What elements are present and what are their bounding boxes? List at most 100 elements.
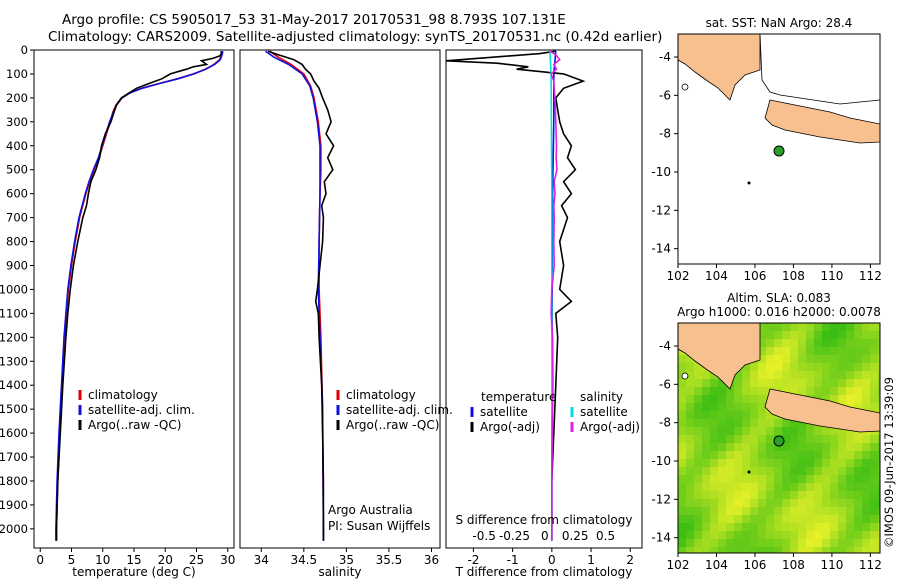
sla-heatmap-cell: [678, 499, 686, 507]
sla-heatmap-cell: [734, 443, 742, 451]
sla-heatmap-cell: [830, 499, 838, 507]
sla-heatmap-cell: [742, 363, 750, 371]
sla-heatmap-cell: [878, 547, 880, 553]
sla-heatmap-cell: [774, 507, 782, 515]
sla-heatmap-cell: [854, 395, 862, 403]
sst-map-x-tick-label: 108: [782, 269, 805, 283]
sla-heatmap-cell: [686, 443, 694, 451]
sla-heatmap-cell: [878, 371, 880, 379]
sla-heatmap-cell: [846, 347, 854, 355]
sla-heatmap-cell: [710, 395, 718, 403]
sla-heatmap-cell: [862, 395, 870, 403]
sla-heatmap-cell: [702, 475, 710, 483]
diff-s-tick-label: 0: [541, 529, 549, 543]
sla-heatmap-cell: [686, 379, 694, 387]
sla-heatmap-cell: [726, 411, 734, 419]
sla-heatmap-cell: [838, 539, 846, 547]
sla-heatmap-cell: [686, 419, 694, 427]
sla-heatmap-cell: [742, 427, 750, 435]
sla-heatmap-cell: [774, 427, 782, 435]
sla-heatmap-cell: [734, 499, 742, 507]
java-land: [764, 99, 880, 144]
sla-heatmap-cell: [686, 387, 694, 395]
sla-heatmap-cell: [686, 515, 694, 523]
sla-heatmap-cell: [862, 371, 870, 379]
sla-heatmap-cell: [718, 547, 726, 553]
sla-heatmap-cell: [726, 427, 734, 435]
sla-heatmap-cell: [822, 515, 830, 523]
sla-heatmap-cell: [806, 515, 814, 523]
sla-heatmap-cell: [726, 483, 734, 491]
figure-title-line2: Climatology: CARS2009. Satellite-adjuste…: [48, 29, 663, 45]
sla-heatmap-cell: [782, 363, 790, 371]
figure-title-line1: Argo profile: CS 5905017_53 31-May-2017 …: [62, 12, 566, 28]
sla-heatmap-cell: [806, 539, 814, 547]
sla-heatmap-cell: [870, 323, 878, 331]
sla-heatmap-cell: [774, 491, 782, 499]
sla-heatmap-cell: [854, 347, 862, 355]
sla-heatmap-cell: [678, 475, 686, 483]
sla-heatmap-cell: [678, 435, 686, 443]
temperature-x-tick-label: 20: [158, 553, 173, 567]
sla-heatmap-cell: [734, 435, 742, 443]
sla-heatmap-cell: [718, 395, 726, 403]
sla-heatmap-cell: [878, 347, 880, 355]
sla-heatmap-cell: [854, 435, 862, 443]
sla-heatmap-cell: [846, 371, 854, 379]
sla-heatmap-cell: [878, 467, 880, 475]
sla-heatmap-cell: [750, 435, 758, 443]
sla-heatmap-cell: [758, 379, 766, 387]
sla-heatmap-cell: [846, 331, 854, 339]
sla-heatmap-cell: [830, 363, 838, 371]
sla-heatmap-cell: [830, 507, 838, 515]
sla-heatmap-cell: [838, 395, 846, 403]
sla-heatmap-cell: [694, 403, 702, 411]
sla-heatmap-cell: [878, 539, 880, 547]
sla-heatmap-cell: [798, 379, 806, 387]
sla-heatmap-cell: [798, 419, 806, 427]
sla-heatmap-cell: [878, 475, 880, 483]
sla-heatmap-cell: [862, 515, 870, 523]
sla-heatmap-cell: [750, 459, 758, 467]
small-island-marker: [747, 181, 751, 185]
sla-heatmap-cell: [870, 547, 878, 553]
sla-heatmap-cell: [822, 331, 830, 339]
sla-heatmap-cell: [862, 387, 870, 395]
sla-heatmap-cell: [678, 379, 686, 387]
sla-heatmap-cell: [694, 499, 702, 507]
sla-heatmap-cell: [686, 459, 694, 467]
sla-heatmap-cell: [870, 331, 878, 339]
sla-heatmap-cell: [710, 443, 718, 451]
sla-heatmap-cell: [822, 451, 830, 459]
sla-heatmap-cell: [822, 435, 830, 443]
diff-s-axis-label: S difference from climatology: [456, 513, 633, 527]
sla-heatmap-cell: [726, 451, 734, 459]
sla-heatmap-cell: [750, 515, 758, 523]
sla-heatmap-cell: [790, 475, 798, 483]
sla-heatmap-cell: [774, 459, 782, 467]
sla-heatmap-cell: [694, 547, 702, 553]
temperature-legend-label: climatology: [88, 388, 158, 402]
sla-heatmap-cell: [814, 427, 822, 435]
sla-heatmap-cell: [870, 355, 878, 363]
sla-heatmap-cell: [846, 467, 854, 475]
sla-heatmap-cell: [798, 475, 806, 483]
sla-heatmap-cell: [742, 403, 750, 411]
sla-heatmap-cell: [702, 515, 710, 523]
sla-heatmap-cell: [798, 531, 806, 539]
sla-heatmap-cell: [814, 531, 822, 539]
sla-heatmap-cell: [734, 507, 742, 515]
sla-heatmap-cell: [702, 539, 710, 547]
sla-heatmap-cell: [686, 451, 694, 459]
sla-heatmap-cell: [862, 339, 870, 347]
sla-map-y-tick-label: -4: [659, 339, 671, 353]
sla-heatmap-cell: [822, 459, 830, 467]
sla-heatmap-cell: [870, 347, 878, 355]
sla-map-title-line2: Argo h1000: 0.016 h2000: 0.0078: [677, 305, 881, 319]
sla-heatmap-cell: [710, 547, 718, 553]
sla-heatmap-cell: [822, 339, 830, 347]
sla-heatmap-cell: [782, 491, 790, 499]
sla-heatmap-cell: [798, 499, 806, 507]
sla-heatmap-cell: [806, 443, 814, 451]
